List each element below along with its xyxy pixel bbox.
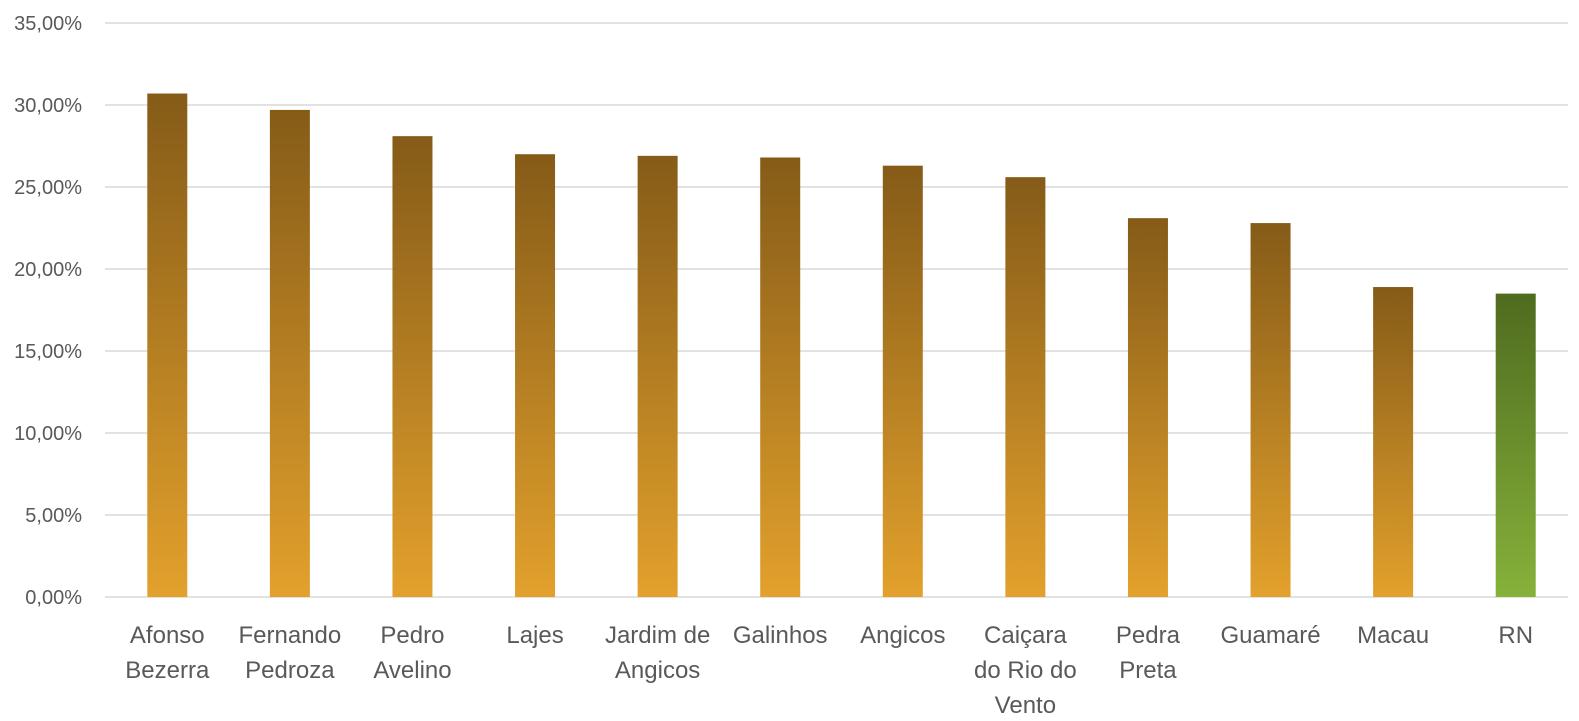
y-axis-tick-labels: 0,00% 5,00% 10,00% 15,00% 20,00% 25,00% 30,00%… (14, 13, 82, 609)
x-tick-label: Caiçara do Rio do Vento (974, 622, 1077, 719)
x-tick-label: Macau (1357, 622, 1429, 649)
bars (147, 93, 1536, 598)
bar-fernando-pedroza (269, 109, 310, 598)
bar-caiçara-do-rio-do-vento (1005, 177, 1046, 597)
y-tick-label: 10,00% (14, 423, 82, 445)
x-tick-label: Angicos (860, 622, 945, 649)
x-axis-category-labels: Afonso Bezerra Fernando Pedroza Pedro Avelino… (125, 622, 1533, 719)
y-tick-label: 20,00% (14, 259, 82, 281)
x-tick-label: Guamaré (1221, 622, 1321, 649)
gridlines (105, 22, 1568, 598)
bar-afonso-bezerra (147, 93, 188, 598)
x-tick-label: Fernando Pedroza (239, 622, 342, 684)
y-tick-label: 30,00% (14, 95, 82, 117)
bar-guamaré (1250, 223, 1291, 597)
x-tick-label: Pedro Avelino (373, 622, 451, 684)
y-tick-label: 25,00% (14, 177, 82, 199)
x-tick-label: Galinhos (733, 622, 828, 649)
x-tick-label: Lajes (506, 622, 563, 649)
y-tick-label: 15,00% (14, 341, 82, 363)
x-tick-label: RN (1498, 622, 1533, 649)
bar-lajes (515, 154, 556, 597)
x-tick-label: Pedra Preta (1116, 622, 1181, 684)
bar-jardim-de-angicos (637, 155, 678, 597)
x-tick-label: Jardim de Angicos (605, 622, 710, 684)
bar-rn (1495, 293, 1536, 597)
bar-pedro-avelino (392, 136, 433, 597)
y-tick-label: 35,00% (14, 13, 82, 35)
x-tick-label: Afonso Bezerra (125, 622, 210, 684)
y-tick-label: 5,00% (25, 505, 82, 527)
y-tick-label: 0,00% (25, 587, 82, 609)
bar-galinhos (760, 157, 801, 598)
bar-angicos (882, 165, 923, 597)
bar-macau (1373, 287, 1414, 597)
bar-pedra-preta (1127, 218, 1168, 597)
